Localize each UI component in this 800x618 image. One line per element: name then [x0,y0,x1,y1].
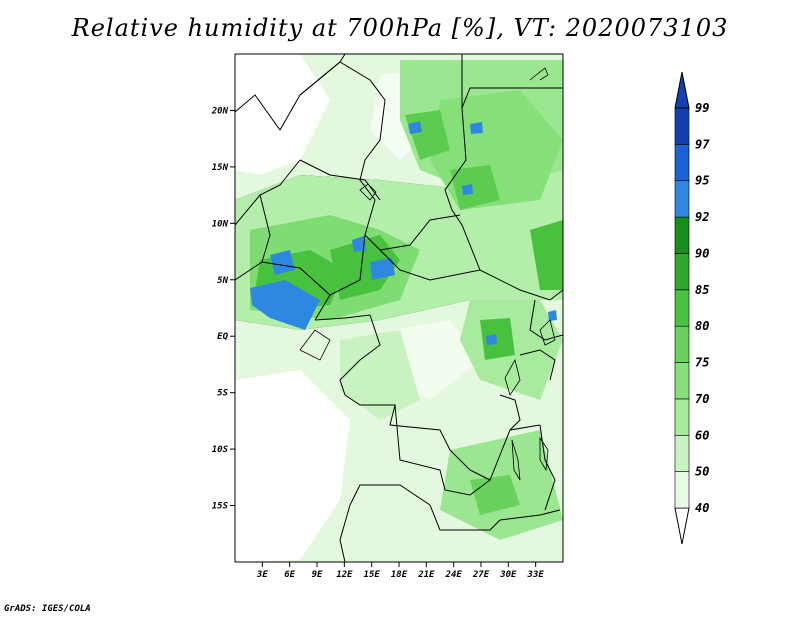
colorbar-swatch [674,289,690,327]
lat-tick-label: 20N [211,106,229,116]
latitude-axis: 20N 15N 10N 5N EQ 5S 10S 15S [211,106,235,512]
colorbar-level-label: 90 [695,246,709,260]
colorbar-level-label: 80 [695,319,709,333]
colorbar-level-label: 99 [695,101,709,115]
colorbar-swatch [674,434,690,472]
colorbar-swatch [674,253,690,291]
longitude-axis: 3E 6E 9E 12E 15E 18E 21E 24E 27E 30E 33E [256,562,544,580]
colorbar-level-label: 95 [695,174,709,188]
colorbar-swatch [674,398,690,436]
colorbar-level-label: 40 [695,501,709,515]
map-title: Relative humidity at 700hPa [%], VT: 202… [71,14,729,42]
lon-tick-label: 30E [499,570,517,580]
lon-tick-label: 27E [472,570,490,580]
colorbar-swatch [674,216,690,254]
lat-tick-label: 15N [212,163,229,173]
lat-tick-label: 10N [212,219,229,229]
colorbar-swatch [674,362,690,400]
colorbar-level-label: 70 [695,392,709,406]
colorbar: 40 50 60 70 75 80 85 90 92 95 97 99 [674,71,710,545]
colorbar-low-triangle [674,507,690,545]
colorbar-level-label: 85 [695,283,709,297]
humidity-field [235,54,563,562]
grads-credit: GrADS: IGES/COLA [4,604,91,614]
lat-tick-label: EQ [217,332,228,342]
colorbar-level-label: 50 [695,465,709,479]
lon-tick-label: 18E [391,570,408,580]
lon-tick-label: 33E [527,570,545,580]
colorbar-swatch [674,471,690,509]
lon-tick-label: 21E [417,570,435,580]
colorbar-level-label: 97 [695,137,710,151]
colorbar-swatch [674,180,690,218]
colorbar-level-label: 60 [695,428,709,442]
lon-tick-label: 6E [284,570,295,580]
lon-tick-label: 9E [312,570,323,580]
lon-tick-label: 24E [445,570,463,580]
colorbar-high-triangle [674,71,690,109]
colorbar-level-label: 75 [695,356,709,370]
lat-tick-label: 10S [212,445,229,455]
lat-tick-label: 5S [217,389,228,399]
country-borders [235,54,563,562]
colorbar-swatch [674,107,690,145]
lat-tick-label: 5N [217,276,228,286]
colorbar-swatch [674,325,690,363]
lon-tick-label: 3E [256,570,268,580]
colorbar-level-label: 92 [695,210,709,224]
lon-tick-label: 12E [336,570,353,580]
lat-tick-label: 15S [212,502,229,512]
lon-tick-label: 15E [364,570,381,580]
colorbar-swatch [674,144,690,182]
